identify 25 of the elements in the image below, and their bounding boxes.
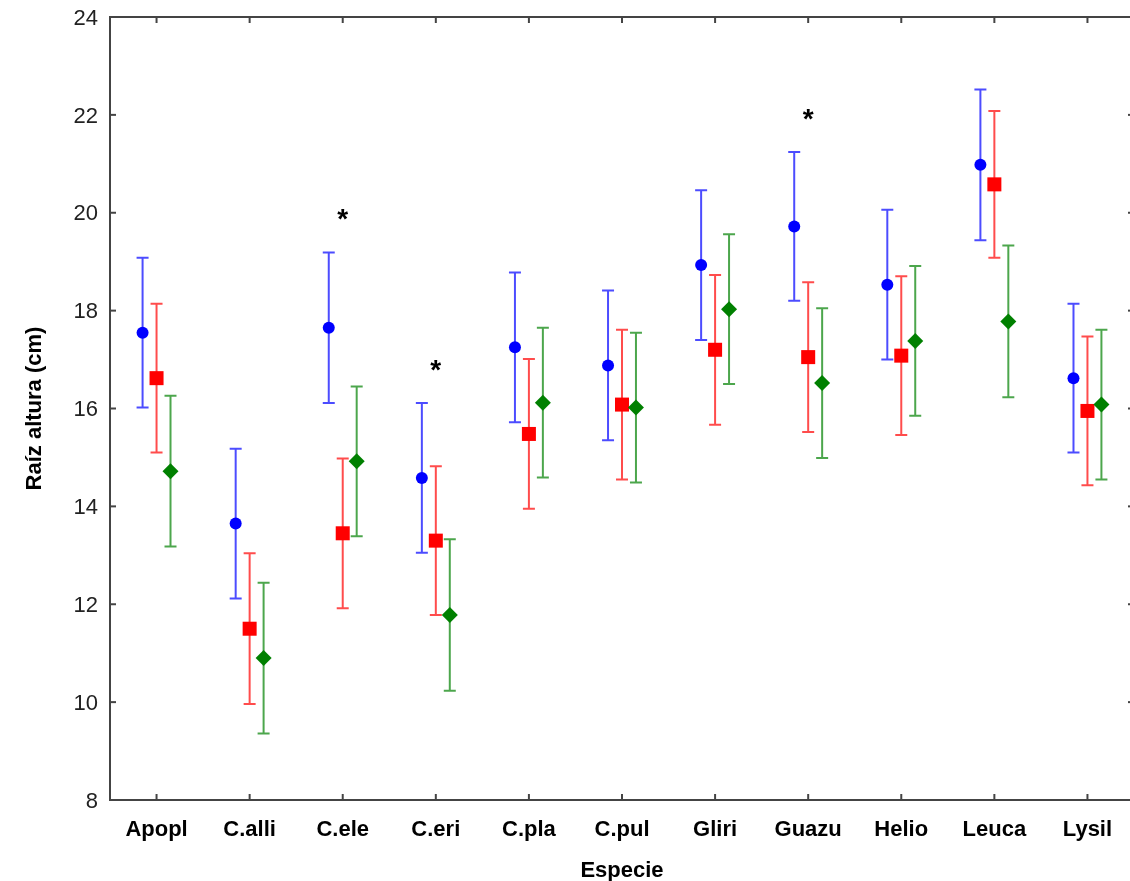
x-tick-label: C.eri (411, 816, 461, 841)
y-axis-title: Raíz altura (cm) (21, 326, 46, 491)
x-tick-label: Gliri (693, 816, 738, 841)
y-tick-label: 24 (73, 4, 98, 30)
x-tick-label: C.pul (594, 816, 650, 841)
y-tick-label: 22 (73, 102, 98, 128)
x-tick-label: Guazu (774, 816, 842, 841)
x-axis-title: Especie (580, 857, 664, 881)
x-tick-label: C.alli (223, 816, 276, 841)
y-tick-label: 8 (85, 787, 98, 813)
y-tick-label: 14 (73, 494, 98, 520)
y-tick-label: 20 (73, 200, 98, 226)
y-tick-label: 18 (73, 298, 98, 324)
y-tick-label: 12 (73, 591, 98, 617)
x-tick-label: Lysil (1062, 816, 1113, 841)
x-tick-label: C.ele (316, 816, 370, 841)
x-tick-label: C.pla (502, 816, 557, 841)
x-tick-label: Helio (874, 816, 929, 841)
annotation: * (430, 353, 442, 385)
x-tick-label: Leuca (962, 816, 1027, 841)
y-tick-label: 10 (73, 689, 98, 715)
annotation: * (337, 203, 349, 235)
y-tick-label: 16 (73, 396, 98, 422)
annotation: * (802, 102, 814, 134)
x-tick-label: Apopl (125, 816, 188, 841)
